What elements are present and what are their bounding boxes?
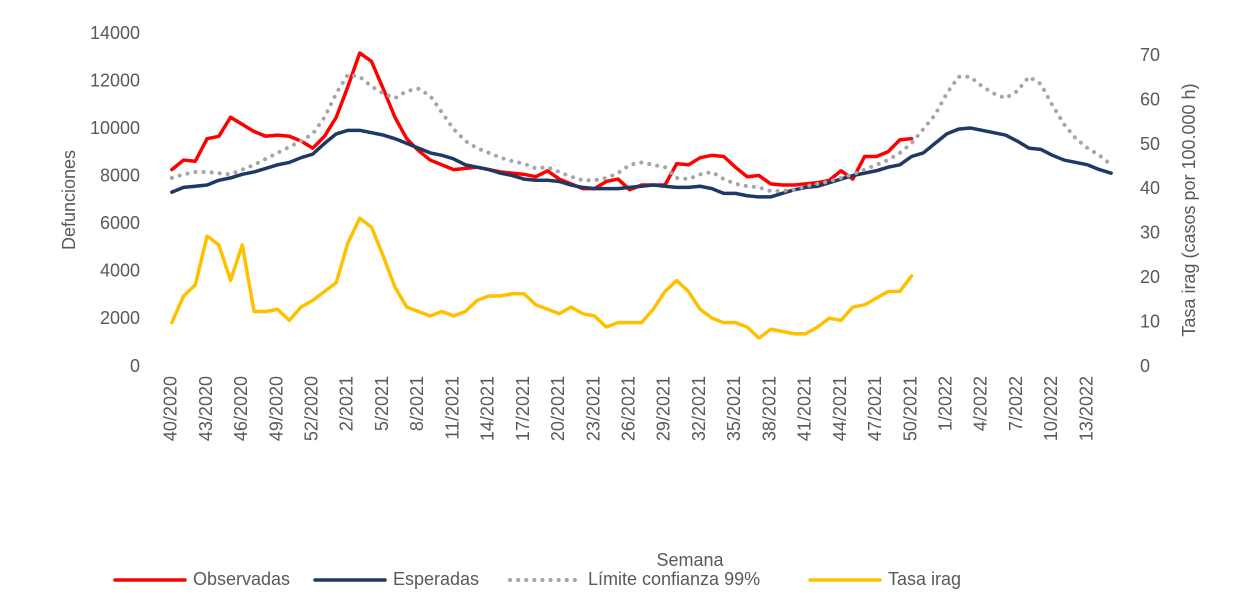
series-line	[170, 216, 914, 340]
legend-label: Observadas	[193, 569, 290, 589]
legend-label: Límite confianza 99%	[588, 569, 760, 589]
x-tick-label: 40/2020	[161, 376, 181, 441]
x-tick-label: 44/2021	[830, 376, 850, 441]
x-tick-label: 35/2021	[724, 376, 744, 441]
y2-tick-label: 30	[1140, 223, 1160, 243]
x-tick-label: 29/2021	[654, 376, 674, 441]
x-tick-label: 5/2021	[372, 376, 392, 431]
y2-axis-title: Tasa irag (casos por 100.000 h)	[1179, 83, 1199, 336]
x-tick-label: 50/2021	[900, 376, 920, 441]
x-tick-label: 20/2021	[548, 376, 568, 441]
x-tick-label: 38/2021	[759, 376, 779, 441]
x-tick-label: 1/2022	[936, 376, 956, 431]
x-tick-label: 46/2020	[231, 376, 251, 441]
legend-label: Tasa irag	[888, 569, 961, 589]
y2-tick-label: 50	[1140, 134, 1160, 154]
y-tick-label: 8000	[100, 165, 140, 185]
y-tick-label: 10000	[90, 118, 140, 138]
x-tick-label: 10/2022	[1041, 376, 1061, 441]
x-tick-label: 32/2021	[689, 376, 709, 441]
x-tick-label: 13/2022	[1076, 376, 1096, 441]
y2-tick-label: 0	[1140, 356, 1150, 376]
y-tick-label: 4000	[100, 261, 140, 281]
y2-tick-label: 20	[1140, 267, 1160, 287]
y-tick-label: 6000	[100, 213, 140, 233]
y-tick-label: 0	[130, 356, 140, 376]
y-tick-label: 12000	[90, 70, 140, 90]
y2-tick-label: 70	[1140, 45, 1160, 65]
x-tick-label: 43/2020	[196, 376, 216, 441]
x-tick-label: 7/2022	[1006, 376, 1026, 431]
x-tick-label: 14/2021	[478, 376, 498, 441]
x-tick-label: 23/2021	[583, 376, 603, 441]
series-line	[169, 72, 1114, 193]
x-tick-label: 11/2021	[442, 376, 462, 440]
x-tick-label: 8/2021	[407, 376, 427, 431]
x-tick-label: 41/2021	[795, 376, 815, 441]
x-tick-label: 17/2021	[513, 376, 533, 441]
x-axis-title: Semana	[656, 550, 724, 570]
x-tick-label: 52/2020	[302, 376, 322, 441]
y2-tick-label: 60	[1140, 89, 1160, 109]
series-line	[170, 126, 1113, 199]
legend-label: Esperadas	[393, 569, 479, 589]
x-tick-label: 26/2021	[619, 376, 639, 441]
x-tick-label: 47/2021	[865, 376, 885, 441]
y-tick-label: 14000	[90, 23, 140, 43]
y2-tick-label: 10	[1140, 311, 1160, 331]
y-tick-label: 2000	[100, 308, 140, 328]
x-tick-label: 2/2021	[337, 376, 357, 431]
y-axis-title: Defunciones	[59, 150, 79, 250]
series-line	[170, 51, 914, 192]
x-tick-label: 4/2022	[971, 376, 991, 431]
y2-tick-label: 40	[1140, 178, 1160, 198]
x-tick-label: 49/2020	[266, 376, 286, 441]
